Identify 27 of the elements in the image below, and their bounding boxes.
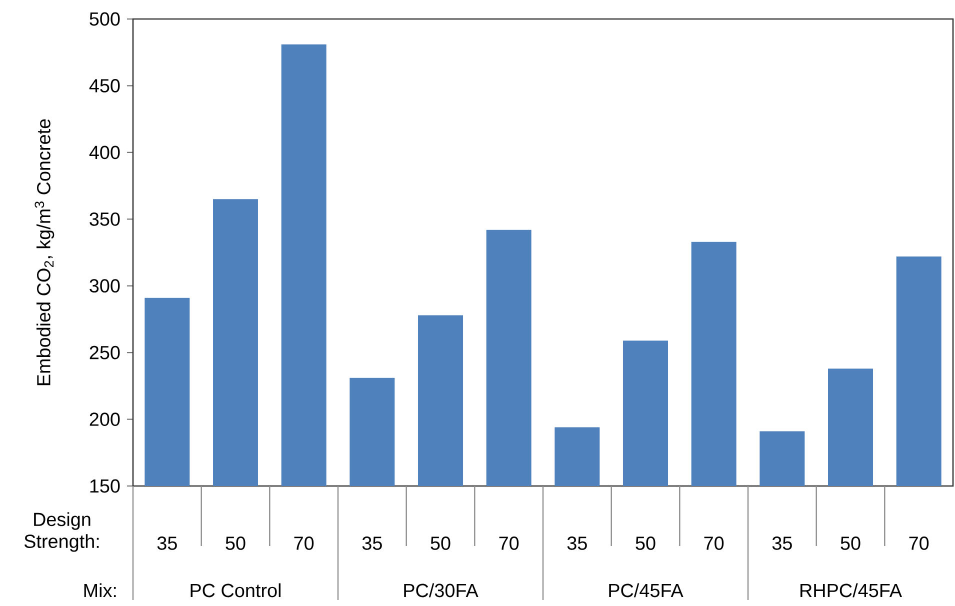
y-tick-label: 350 bbox=[90, 212, 120, 226]
y-tick-label: 250 bbox=[90, 346, 120, 360]
x-tick-label: 35 bbox=[362, 536, 382, 550]
x-tick-label: 35 bbox=[567, 536, 587, 550]
text: Mix: bbox=[84, 583, 116, 597]
x-tick-label: 70 bbox=[499, 536, 519, 550]
y-tick-label: 500 bbox=[90, 12, 120, 26]
text: RHPC/45FA bbox=[800, 583, 902, 598]
y-tick-label: 300 bbox=[90, 279, 120, 293]
x-tick-label: 35 bbox=[772, 536, 792, 550]
x-tick-label: 50 bbox=[226, 536, 246, 550]
x-tick-label: 70 bbox=[294, 536, 314, 550]
x-tick-label: 50 bbox=[430, 536, 450, 550]
y-axis-title: Embodied CO$_{2}$, kg/m$^{3}$ Concrete bbox=[34, 119, 54, 386]
y-tick-label: 450 bbox=[89, 79, 120, 92]
x-tick-label: 50 bbox=[840, 536, 860, 550]
text: Design Strength: bbox=[24, 512, 99, 552]
text: PC/30FA bbox=[404, 583, 478, 598]
x-tick-label: 70 bbox=[909, 536, 929, 550]
y-tick-label: 150 bbox=[90, 479, 120, 493]
x-tick-label: 50 bbox=[636, 536, 656, 550]
text: PC Control bbox=[190, 583, 280, 598]
y-tick-label: 400 bbox=[89, 146, 120, 160]
y-tick-label: 200 bbox=[90, 412, 120, 426]
x-tick-label: 70 bbox=[704, 536, 724, 550]
text: PC/45FA bbox=[609, 583, 684, 598]
x-tick-label: 35 bbox=[157, 536, 177, 550]
